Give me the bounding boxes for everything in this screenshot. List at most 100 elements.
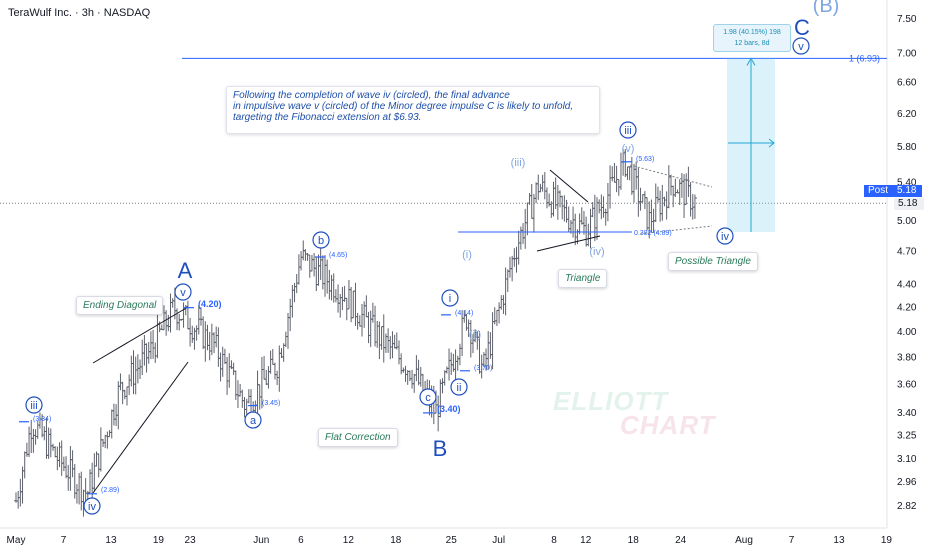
wave-label-11: (ii) [469,329,481,341]
analysis-note-line-2: in impulsive wave v (circled) of the Min… [233,101,574,112]
wave-circle-1 [83,497,101,515]
axes: 7.50 7.00 6.60 6.20 5.80 5.40 5.00 4.70 4.40 4.20… [0,0,917,546]
measure-line-2: 12 bars, 8d [734,40,770,47]
x-tick-label-15: Aug [735,535,753,546]
watermark-elliott: ELLIOTT [553,386,669,416]
y-tick-label-4: 5.80 [897,142,917,153]
post-tag-value: 5.18 [897,185,917,196]
diagonal-lower-line [92,361,189,494]
diagonal-upper-line [92,306,189,364]
x-tick-label-8: 18 [390,535,402,546]
wave-label-13: (iv) [589,246,604,258]
y-tick-label-9: 4.20 [897,303,917,314]
x-tick-label-10: Jul [492,535,505,546]
analysis-note[interactable]: Following the completion of wave iv (cir… [226,86,600,134]
level-label-1: (2.89) [101,487,119,494]
y-tick-label-6: 5.00 [897,216,917,227]
y-tick-label-13: 3.40 [897,408,917,419]
x-tick-label-11: 8 [551,535,557,546]
wave-label-1: iv [88,501,96,513]
y-tick-label-10: 4.00 [897,327,917,338]
wave-label-15: (v) [622,143,635,155]
wave-label-16: iv [721,231,729,243]
wave-label-10: (i) [462,249,472,261]
level-label-8: (5.63) [636,156,654,163]
x-tick-label-2: 13 [105,535,117,546]
wave-label-14: iii [624,125,631,137]
level-label-5: (3.40) [437,404,461,414]
x-tick-label-18: 19 [881,535,893,546]
y-tick-label-1: 7.00 [897,48,917,59]
time-arrow-head [768,138,775,148]
x-tick-label-5: Jun [253,535,269,546]
x-tick-label-0: May [7,535,26,546]
x-tick-label-6: 6 [298,535,304,546]
price-bars [14,148,697,517]
y-tick-label-16: 2.96 [897,477,917,488]
level-label-7: (3.70) [474,365,492,372]
x-tick-label-7: 12 [343,535,355,546]
analysis-note-line-1: Following the completion of wave iv (cir… [233,90,510,101]
symbol-header[interactable]: TeraWulf Inc. · 3h · NASDAQ [8,7,151,19]
wave-label-0: iii [30,400,37,412]
y-tick-label-5: 5.40 [897,178,917,189]
wave-label-4: a [250,415,257,427]
y-tick-label-11: 3.80 [897,353,917,364]
wave-circle-6 [419,388,437,406]
fib-target-label: 1 (6.93) [849,53,880,63]
wave-label-7: B [433,436,448,461]
wave-label-8: i [449,293,451,305]
x-tick-label-17: 13 [833,535,845,546]
flat-correction-label[interactable]: Flat Correction [318,428,398,447]
level-label-2: (4.20) [198,299,222,309]
projection-arrow-head [746,57,756,66]
wave-circle-2 [174,283,192,301]
wave-circle-5 [312,231,330,249]
y-tick-label-14: 3.25 [897,430,917,441]
post-market-price-tag: Post 5.18 [864,185,922,197]
wave-label-2: v [180,287,186,299]
x-tick-label-13: 18 [628,535,640,546]
possible-triangle-label[interactable]: Possible Triangle [668,252,758,271]
y-tick-label-15: 3.10 [897,454,917,465]
last-price-tag: 5.18 [894,198,924,210]
x-tick-label-16: 7 [789,535,795,546]
wave-label-12: (iii) [511,157,526,169]
drawing-overlays: 1 (6.93) 0.382 (4.89) (3.34) (2.89) (4.20) (3… [0,53,887,495]
wave-circle-16 [716,227,734,245]
wave-label-3: A [178,258,193,283]
triangle-label[interactable]: Triangle [558,269,608,288]
level-label-4: (4.65) [329,252,347,259]
wave-labels: iiiivvAabcBiii(i)(ii)(iii)(iv)iii(v)ivvC… [25,0,840,515]
x-tick-label-9: 25 [446,535,458,546]
x-tick-label-1: 7 [61,535,67,546]
wave-label-18: C [794,15,810,40]
y-tick-label-2: 6.60 [897,78,917,89]
x-tick-label-12: 12 [580,535,592,546]
watermark-chart: CHART [620,410,716,440]
wave-label-5: b [318,235,324,247]
analysis-note-line-3: targeting the Fibonacci extension at $6.… [233,112,422,123]
level-label-0: (3.34) [33,416,51,423]
wave-label-19: (B) [813,0,840,17]
wave-circle-4 [244,411,262,429]
wave-circle-17 [792,37,810,55]
wave-circle-14 [619,121,637,139]
y-tick-label-3: 6.20 [897,109,917,120]
wave-label-9: ii [457,382,462,394]
post-tag-label: Post [868,185,889,196]
measure-line-1: 1.98 (40.15%) 198 [723,29,781,36]
triangle-upper-line [549,169,589,203]
level-label-3: (3.45) [262,400,280,407]
ending-diagonal-label[interactable]: Ending Diagonal [76,296,164,315]
measure-tooltip[interactable]: 1.98 (40.15%) 198 12 bars, 8d [713,24,791,52]
fib-0382-label: 0.382 (4.89) [634,230,672,237]
wave-circle-9 [450,378,468,396]
y-tick-label-12: 3.60 [897,379,917,390]
x-tick-label-3: 19 [153,535,165,546]
y-tick-label-0: 7.50 [897,14,917,25]
wave-circle-0 [25,396,43,414]
wave-label-17: v [798,41,804,53]
x-tick-label-4: 23 [185,535,197,546]
